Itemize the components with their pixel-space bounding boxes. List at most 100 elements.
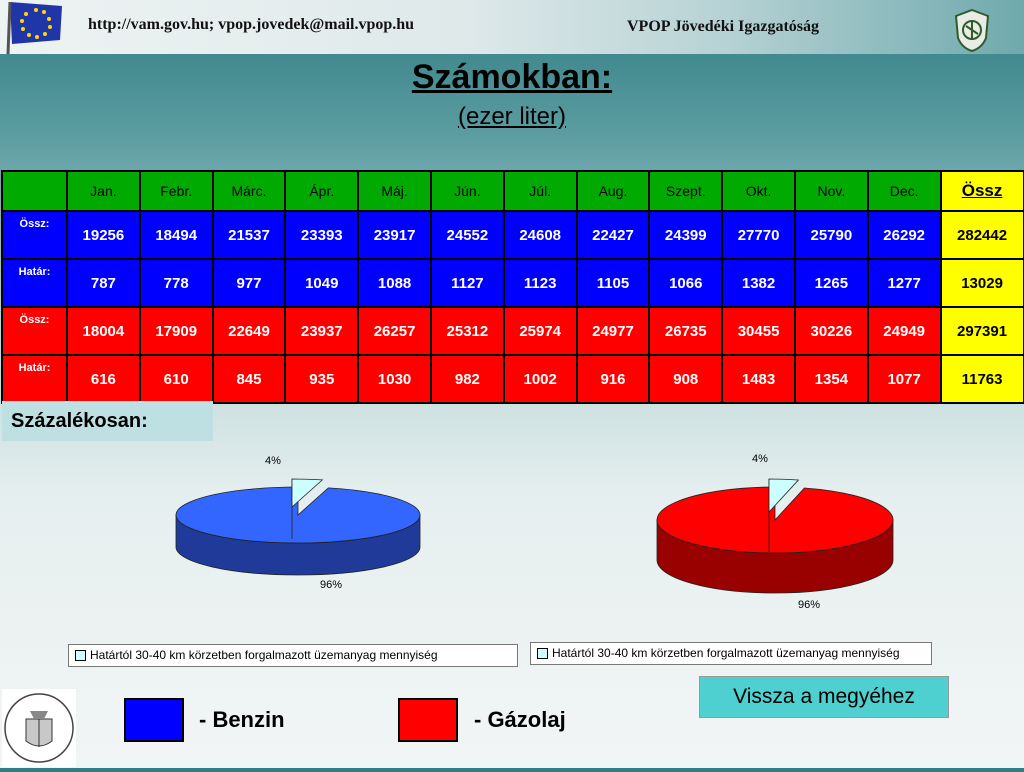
back-to-county-button[interactable]: Vissza a megyéhez bbox=[699, 676, 949, 718]
gazolaj-pie-chart: 4% 96% bbox=[656, 453, 894, 611]
page-subtitle: (ezer liter) bbox=[457, 103, 566, 130]
header-bar: http://vam.gov.hu; vpop.jovedek@mail.vpo… bbox=[0, 0, 1024, 54]
month-header: Jan. bbox=[66, 170, 141, 212]
customs-emblem-icon bbox=[954, 8, 990, 52]
table-cell: 23917 bbox=[357, 210, 432, 260]
month-header: Aug. bbox=[575, 170, 651, 212]
table-cell: 1382 bbox=[721, 258, 796, 308]
month-header: Júl. bbox=[502, 170, 578, 212]
month-header: Dec. bbox=[866, 170, 942, 212]
row-total-cell: 11763 bbox=[939, 354, 1024, 404]
row-total-cell: 297391 bbox=[939, 306, 1024, 356]
table-cell: 977 bbox=[211, 258, 287, 308]
row-label: Határ: bbox=[1, 354, 68, 404]
row-label: Határ: bbox=[1, 258, 68, 308]
table-cell: 21537 bbox=[211, 210, 287, 260]
percent-heading: Százalékosan: bbox=[11, 410, 148, 432]
table-cell: 24608 bbox=[502, 210, 578, 260]
table-cell: 30226 bbox=[793, 306, 869, 356]
table-cell: 778 bbox=[138, 258, 214, 308]
table-cell: 1030 bbox=[357, 354, 432, 404]
pie-small-label: 4% bbox=[265, 455, 281, 467]
table-corner-cell bbox=[1, 170, 68, 212]
gazolaj-key-label: - Gázolaj bbox=[474, 707, 566, 732]
row-total-cell: 13029 bbox=[939, 258, 1024, 308]
legend-text: Határtól 30-40 km körzetben forgalmazott… bbox=[90, 648, 438, 662]
table-row-gazolaj: Határ: 616 610 845 935 1030 982 1002 916 908 1483 1… bbox=[1, 354, 1024, 404]
fuel-volume-table: Jan. Febr. Márc. Ápr. Máj. Jún. Júl. Aug. Szept.… bbox=[1, 170, 1024, 404]
gazolaj-color-swatch bbox=[398, 698, 458, 742]
table-cell: 610 bbox=[138, 354, 214, 404]
legend-swatch bbox=[537, 648, 548, 660]
table-row-gazolaj: Össz: 18004 17909 22649 23937 26257 25312 25974… bbox=[1, 306, 1024, 356]
pie-main-slice bbox=[656, 486, 894, 554]
benzin-key-label: - Benzin bbox=[199, 707, 285, 732]
table-cell: 845 bbox=[211, 354, 287, 404]
pie-small-label: 4% bbox=[752, 453, 768, 465]
table-cell: 17909 bbox=[138, 306, 214, 356]
contact-url[interactable]: http://vam.gov.hu; vpop.jovedek@mail.vpo… bbox=[88, 16, 415, 33]
table-cell: 1105 bbox=[575, 258, 651, 308]
legend-swatch bbox=[75, 650, 86, 662]
table-row-benzin: Össz: 19256 18494 21537 23393 23917 24552 24608… bbox=[1, 210, 1024, 260]
benzin-color-swatch bbox=[124, 698, 184, 742]
table-cell: 19256 bbox=[66, 210, 141, 260]
table-cell: 23393 bbox=[284, 210, 360, 260]
table-cell: 22427 bbox=[575, 210, 651, 260]
table-cell: 26292 bbox=[866, 210, 942, 260]
month-header: Ápr. bbox=[284, 170, 360, 212]
table-cell: 25974 bbox=[502, 306, 578, 356]
table-cell: 25312 bbox=[429, 306, 505, 356]
table-cell: 22649 bbox=[211, 306, 287, 356]
benzin-pie-legend: Határtól 30-40 km körzetben forgalmazott… bbox=[68, 644, 518, 667]
month-header: Szept. bbox=[648, 170, 724, 212]
gazolaj-pie-legend: Határtól 30-40 km körzetben forgalmazott… bbox=[530, 642, 932, 665]
table-cell: 25790 bbox=[793, 210, 869, 260]
table-row-benzin: Határ: 787 778 977 1049 1088 1127 1123 1105 1066 1… bbox=[1, 258, 1024, 308]
table-cell: 26257 bbox=[357, 306, 432, 356]
table-cell: 1049 bbox=[284, 258, 360, 308]
table-cell: 26735 bbox=[648, 306, 724, 356]
table-cell: 1066 bbox=[648, 258, 724, 308]
table-cell: 1277 bbox=[866, 258, 942, 308]
benzin-pie-chart: 4% 96% bbox=[175, 455, 421, 591]
legend-text: Határtól 30-40 km körzetben forgalmazott… bbox=[552, 646, 900, 660]
table-cell: 1123 bbox=[502, 258, 578, 308]
pie-main-slice bbox=[175, 486, 421, 544]
table-cell: 24949 bbox=[866, 306, 942, 356]
table-cell: 1265 bbox=[793, 258, 869, 308]
table-cell: 24977 bbox=[575, 306, 651, 356]
pie-large-label: 96% bbox=[798, 599, 820, 611]
table-cell: 908 bbox=[648, 354, 724, 404]
table-cell: 1127 bbox=[429, 258, 505, 308]
pie-small-slice bbox=[768, 478, 800, 514]
table-cell: 1088 bbox=[357, 258, 432, 308]
table-cell: 1483 bbox=[721, 354, 796, 404]
table-cell: 18494 bbox=[138, 210, 214, 260]
table-cell: 787 bbox=[66, 258, 141, 308]
row-label: Össz: bbox=[1, 210, 68, 260]
table-cell: 1354 bbox=[793, 354, 869, 404]
table-header-row: Jan. Febr. Márc. Ápr. Máj. Jún. Júl. Aug. Szept.… bbox=[1, 170, 1024, 212]
table-cell: 616 bbox=[66, 354, 141, 404]
total-header: Össz bbox=[939, 170, 1024, 212]
month-header: Okt. bbox=[721, 170, 796, 212]
month-header: Márc. bbox=[211, 170, 287, 212]
row-label: Össz: bbox=[1, 306, 68, 356]
anniversary-logo bbox=[2, 689, 76, 767]
anniversary-seal-icon bbox=[4, 693, 74, 763]
table-cell: 982 bbox=[429, 354, 505, 404]
table-cell: 24552 bbox=[429, 210, 505, 260]
table-cell: 18004 bbox=[66, 306, 141, 356]
pie-small-slice bbox=[291, 478, 324, 508]
organization-name: VPOP Jövedéki Igazgatóság bbox=[627, 18, 819, 35]
month-header: Febr. bbox=[138, 170, 214, 212]
eu-flag-icon bbox=[6, 1, 62, 54]
row-total-cell: 282442 bbox=[939, 210, 1024, 260]
month-header: Máj. bbox=[357, 170, 432, 212]
pie-large-label: 96% bbox=[320, 579, 342, 591]
table-cell: 24399 bbox=[648, 210, 724, 260]
month-header: Jún. bbox=[429, 170, 505, 212]
table-cell: 935 bbox=[284, 354, 360, 404]
table-cell: 27770 bbox=[721, 210, 796, 260]
